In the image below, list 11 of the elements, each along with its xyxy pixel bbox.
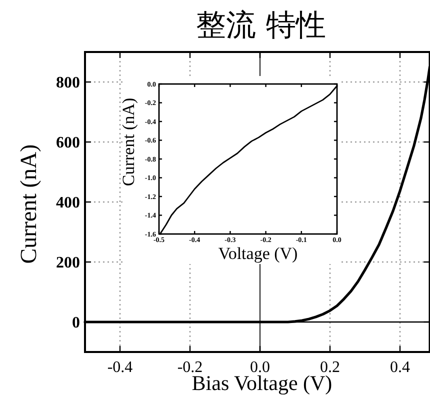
y-tick-label: 0 [72, 314, 80, 332]
y-tick-label: 800 [56, 74, 80, 92]
x-axis-title: Voltage (V) [218, 244, 298, 263]
x-tick-label: -0.4 [107, 359, 133, 376]
y-axis-title: Current (nA) [119, 98, 138, 186]
x-tick-label: 0.4 [390, 359, 410, 376]
y-axis-title: Current (nA) [16, 144, 41, 264]
y-tick-label: 600 [56, 134, 80, 152]
chart-title: 整流 特性 [196, 8, 326, 43]
y-tick-label: 400 [56, 194, 80, 212]
y-tick-label: 200 [56, 254, 80, 272]
